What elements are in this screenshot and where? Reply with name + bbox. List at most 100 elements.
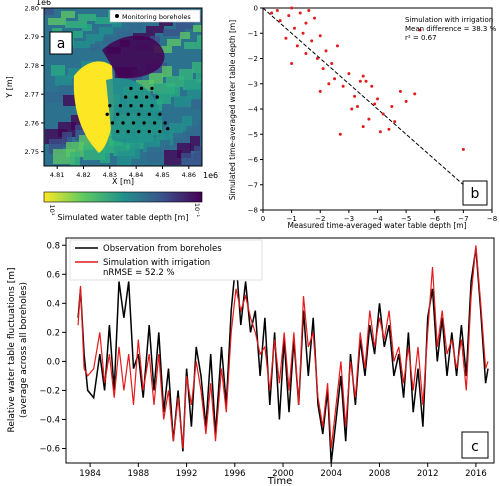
map-cell	[63, 95, 85, 106]
y-tick-label: 0.8	[46, 241, 60, 251]
borehole-point	[116, 129, 120, 134]
scatter-point	[333, 77, 337, 81]
panel-a-exponent-y: 1e6	[36, 0, 51, 7]
scatter-point	[307, 9, 311, 13]
map-cell	[182, 116, 192, 131]
irrigated-zone	[106, 78, 162, 144]
x-tick-label: 2000	[272, 469, 294, 479]
panel-a-y-ticks: 2.80 2.79 2.78 2.77 2.76 2.75	[25, 5, 44, 156]
x-tick-label: 4.81	[50, 171, 64, 179]
map-cell	[167, 39, 181, 46]
scatter-point	[290, 6, 294, 10]
scatter-point	[301, 31, 305, 35]
scatter-point	[358, 79, 362, 83]
map-cell	[55, 75, 77, 86]
map-cell	[117, 151, 131, 166]
map-cell	[44, 8, 54, 15]
x-tick-label: 2016	[465, 469, 487, 479]
borehole-point	[129, 86, 133, 91]
map-cell	[90, 44, 100, 51]
map-cell	[62, 132, 72, 147]
x-tick-label: 1992	[176, 469, 198, 479]
scatter-point	[350, 107, 354, 111]
y-tick-label: 0.0	[46, 357, 60, 367]
borehole-point	[108, 103, 112, 108]
scatter-point	[284, 36, 288, 40]
shallow-zone	[73, 61, 114, 154]
borehole-point	[126, 112, 130, 116]
x-tick-label: −2	[315, 215, 325, 223]
borehole-point	[166, 126, 170, 131]
map-cell	[150, 36, 160, 43]
map-cell	[48, 18, 66, 25]
scatter-point	[330, 62, 334, 66]
scatter-point	[304, 51, 308, 55]
scatter-point	[321, 67, 325, 71]
borehole-point	[139, 86, 144, 91]
map-cell	[78, 14, 96, 21]
panel-a-y-label: Y [m]	[5, 76, 14, 98]
map-cell	[190, 136, 200, 151]
map-cell	[153, 83, 175, 94]
y-tick-label: −0.4	[39, 415, 60, 425]
borehole-point	[110, 121, 115, 125]
borehole-point	[163, 121, 167, 125]
map-cell	[193, 25, 202, 32]
scatter-point	[393, 120, 397, 124]
x-tick-label: 4.85	[155, 171, 169, 179]
panel-b-scatter: 0 −1 −2 −3 −4 −5 −6 −7 −8 0 −1 −2 −3 −4 −5 −6 −7 −8 Simu…	[228, 5, 497, 231]
borehole-markers	[105, 86, 170, 134]
y-tick-label: 2.75	[25, 148, 39, 156]
borehole-point	[142, 121, 146, 125]
y-tick-label: −1	[248, 30, 258, 38]
borehole-point	[137, 112, 141, 116]
map-cell	[69, 31, 83, 38]
colorbar	[43, 191, 203, 203]
map-cell	[191, 99, 202, 110]
map-cell	[73, 41, 95, 48]
map-cell	[51, 65, 65, 76]
y-tick-label: −0.6	[39, 444, 60, 454]
y-tick-label: 0.2	[46, 328, 60, 338]
scatter-point	[318, 34, 322, 38]
map-cell	[200, 82, 202, 93]
map-cell	[53, 149, 75, 164]
borehole-point	[134, 95, 138, 99]
scatter-point	[315, 57, 319, 60]
map-cell	[176, 22, 194, 29]
scatter-point	[378, 130, 382, 134]
scatter-point	[290, 62, 294, 66]
borehole-point	[129, 103, 133, 108]
panel-a-x-ticks: 4.81 4.82 4.83 4.84 4.85 4.86	[50, 166, 196, 179]
x-tick-label: 4.83	[103, 171, 117, 179]
y-tick-label: 0.4	[46, 299, 60, 309]
panel-c-x-label: Time	[267, 476, 292, 486]
y-tick-label: −5	[248, 131, 258, 139]
scatter-point	[341, 84, 345, 88]
map-cell	[95, 17, 117, 24]
y-tick-label: 0.6	[46, 270, 60, 280]
borehole-point	[158, 112, 162, 116]
panel-b-x-ticks: 0 −1 −2 −3 −4 −5 −6 −7 −8	[261, 210, 497, 223]
x-tick-label: −4	[372, 215, 383, 223]
x-tick-label: 0	[261, 215, 265, 223]
map-cell	[149, 73, 163, 84]
map-cell	[146, 26, 164, 33]
map-cell	[46, 92, 64, 103]
y-tick-label: −3	[248, 80, 258, 88]
map-cell	[174, 96, 192, 107]
scatter-point	[287, 14, 291, 18]
panel-a-exponent-x: 1e6	[203, 171, 218, 180]
scatter-point	[313, 16, 317, 20]
panel-c-x-ticks: 1984 1988 1992 1996 2000 2004 2008 2012 2016	[79, 463, 487, 479]
map-cell	[184, 42, 202, 49]
scatter-point	[278, 19, 282, 23]
x-tick-label: 2008	[369, 469, 391, 479]
panel-b-x-label: Measured time-averaged water table depth…	[287, 221, 466, 230]
y-tick-label: −6	[248, 156, 259, 164]
map-cell	[183, 79, 202, 90]
map-cell	[164, 150, 182, 165]
map-cell	[166, 76, 184, 87]
scatter-point	[398, 89, 402, 93]
